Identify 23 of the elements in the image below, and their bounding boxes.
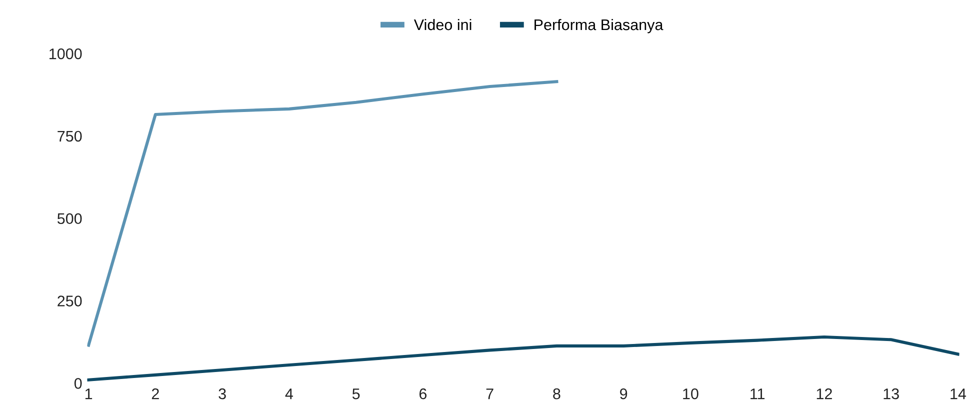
x-tick-label: 10: [683, 388, 698, 400]
x-tick-label: 4: [285, 388, 293, 400]
x-tick-label: 2: [152, 388, 159, 400]
x-tick-label: 7: [486, 388, 494, 400]
x-tick-label: 5: [352, 388, 360, 400]
y-tick-label: 1000: [50, 48, 82, 60]
line-series: [87, 80, 558, 347]
x-tick-label: 12: [816, 388, 832, 400]
legend-label: Performa Biasanya: [534, 18, 664, 34]
y-tick-label: 0: [74, 378, 82, 389]
x-tick-label: 8: [553, 388, 560, 400]
y-tick-label: 750: [58, 130, 82, 142]
x-tick-label: 14: [950, 388, 966, 400]
y-tick-label: 250: [58, 296, 82, 306]
x-tick-label: 1: [85, 388, 92, 400]
x-tick-label: 13: [884, 388, 899, 400]
x-tick-label: 3: [218, 388, 226, 400]
x-tick-label: 6: [419, 388, 427, 400]
y-tick-label: 500: [57, 213, 82, 224]
x-tick-label: 9: [620, 388, 628, 400]
line-series: [87, 335, 960, 382]
x-tick-label: 11: [750, 388, 765, 400]
legend-label: Video ini: [414, 18, 472, 30]
